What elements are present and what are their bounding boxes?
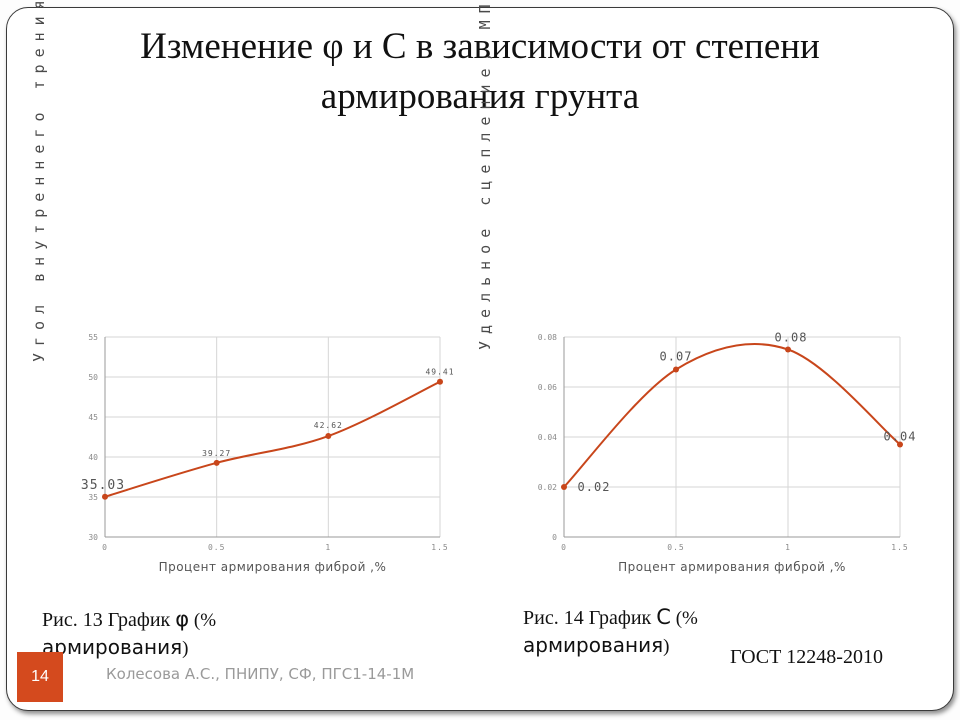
data-label: 35.03 (81, 478, 125, 493)
x-tick-label: 1 (325, 543, 331, 552)
caption-13-prefix: Рис. 13 График (42, 609, 176, 631)
y-tick-label: 0.06 (538, 383, 557, 392)
x-tick-label: 0.5 (667, 543, 684, 552)
gost-reference: ГОСТ 12248-2010 (730, 646, 883, 668)
y-tick-label: 55 (88, 333, 98, 342)
caption-13-symbol: φ (175, 607, 190, 631)
x-tick-label: 1 (785, 543, 791, 552)
data-label: 39.27 (202, 449, 231, 458)
data-point (785, 346, 791, 353)
chart-cohesion: 0 0.5 1 1.5 0 0.02 0.04 0.06 0.08 0.02 0.07 0.08 0.0… (538, 331, 917, 575)
data-label: 0.04 (884, 430, 917, 444)
y-tick-label: 35 (88, 493, 98, 502)
data-point (213, 459, 220, 466)
y-tick-label: 30 (88, 533, 98, 542)
caption-figure-14: Рис. 14 График С (% армирования) (523, 604, 783, 660)
series-line (104, 380, 441, 498)
x-axis-title: Процент армирования фиброй ,% (618, 560, 846, 574)
y-tick-label: 50 (88, 373, 98, 382)
y-tick-label: 0.08 (538, 333, 557, 342)
slide-title: Изменение φ и С в зависимости от степени… (140, 26, 820, 117)
data-label: 49.41 (425, 368, 454, 377)
y-tick-label: 0 (552, 533, 557, 542)
footer-author: Колесова А.С., ПНИПУ, СФ, ПГС1-14-1М (106, 665, 415, 683)
caption-13-suffix: (% (189, 610, 217, 631)
x-axis-title: Процент армирования фиброй ,% (159, 560, 387, 574)
data-label: 42.62 (314, 421, 343, 430)
caption-13-word: армирования (42, 635, 183, 659)
x-tick-label: 1.5 (891, 543, 908, 552)
data-label: 0.02 (578, 480, 611, 494)
data-point (102, 493, 108, 500)
slide-number: 14 (31, 668, 49, 685)
data-point (437, 378, 443, 385)
caption-14-symbol: С (656, 605, 671, 629)
y-tick-label: 40 (88, 453, 98, 462)
y-tick-label: 45 (88, 413, 98, 422)
series-line (563, 343, 901, 488)
y-tick-label: 0.04 (538, 433, 557, 442)
chart-friction-angle: 0 0.5 1 1.5 30 35 40 45 50 55 35.03 39.27 42.62 49.41… (81, 333, 454, 574)
x-tick-label: 0.5 (208, 543, 225, 552)
data-label: 0.08 (775, 331, 808, 345)
caption-figure-13: Рис. 13 График φ (% армирования) (42, 606, 342, 662)
caption-13-close: ) (182, 638, 189, 659)
slide-number-badge: 14 (17, 652, 63, 702)
data-point (897, 441, 903, 448)
caption-14-prefix: Рис. 14 График (523, 607, 657, 629)
slide-frame (6, 7, 954, 711)
data-point (673, 366, 679, 373)
x-tick-label: 0 (561, 543, 567, 552)
data-point (561, 484, 567, 490)
x-tick-label: 1.5 (431, 543, 448, 552)
caption-14-word: армирования (523, 633, 664, 657)
y-tick-label: 0.02 (538, 483, 557, 492)
chart-2-y-axis-label: Удельное сцепление, МПа (476, 0, 494, 350)
data-point (325, 433, 332, 440)
x-tick-label: 0 (102, 543, 108, 552)
caption-14-close: ) (663, 636, 670, 657)
data-label: 0.07 (660, 350, 693, 364)
chart-1-y-axis-label: Угол внутреннего трения (30, 0, 48, 362)
caption-14-suffix: (% (670, 608, 698, 629)
